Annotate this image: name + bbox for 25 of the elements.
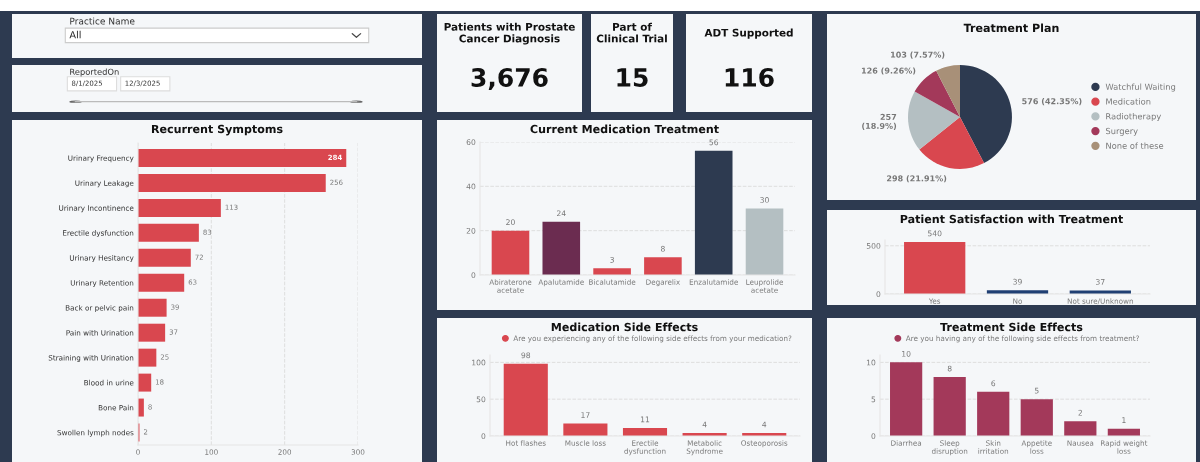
data-label: 576 (42.35%): [1022, 98, 1082, 106]
chart-title: Medication Side Effects: [551, 322, 698, 332]
legend-label: Watchful Waiting: [1105, 83, 1176, 92]
data-label: 103 (7.57%): [891, 51, 945, 59]
text: ADT Supported: [704, 28, 793, 39]
data-label: 257 (18.9%): [862, 113, 897, 130]
chart-title: Treatment Plan: [963, 23, 1059, 33]
chart-title: Treatment Side Effects: [940, 322, 1083, 332]
text: 3,676: [471, 68, 548, 91]
data-label: 298 (21.91%): [887, 175, 947, 183]
text: Patients with Prostate Cancer Diagnosis: [444, 22, 575, 45]
chart-title: Current Medication Treatment: [530, 124, 719, 134]
legend-label: None of these: [1106, 142, 1164, 149]
data-label: 126 (9.26%): [861, 67, 916, 75]
chart-title: Patient Satisfaction with Treatment: [900, 214, 1123, 224]
legend-label: Surgery: [1105, 127, 1138, 136]
legend-label: Radiotherapy: [1106, 112, 1162, 122]
text: 15: [617, 68, 648, 87]
text: 116: [725, 68, 774, 87]
text: ReportedOn: [70, 68, 119, 77]
chart-title: Recurrent Symptoms: [151, 124, 283, 136]
text: Part of Clinical Trial: [596, 22, 667, 43]
text: All: [69, 30, 81, 39]
legend-label: Medication: [1106, 98, 1151, 105]
text: Practice Name: [70, 17, 135, 25]
